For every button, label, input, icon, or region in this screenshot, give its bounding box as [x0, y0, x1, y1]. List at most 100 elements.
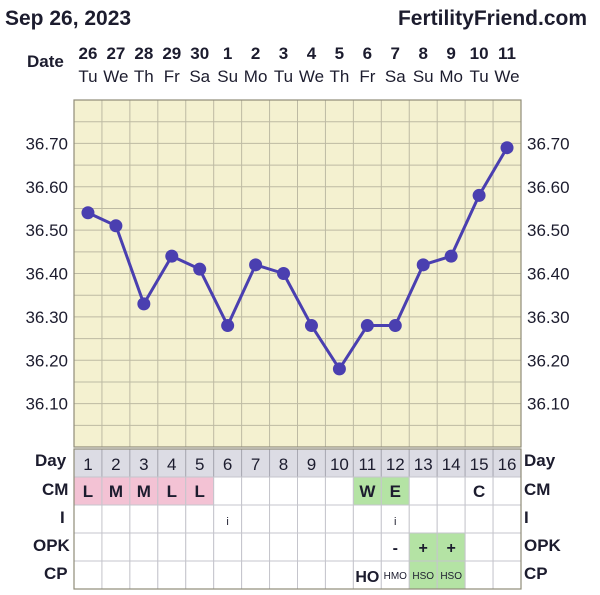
table-border: [73, 448, 522, 590]
cp-cell: [436, 560, 466, 590]
cp-cell: [297, 560, 326, 590]
cp-row-label-left: CP: [44, 564, 68, 583]
intercourse-cell: [129, 504, 159, 534]
temperature-point: [332, 362, 346, 376]
date-label: 6: [363, 44, 372, 63]
opk-cell: [324, 532, 354, 562]
temperature-point: [277, 267, 291, 280]
cycle-day-label: 12: [386, 455, 405, 474]
weekday-label: Sa: [189, 67, 210, 86]
cycle-day-label: 6: [223, 455, 232, 474]
temperature-point: [388, 319, 402, 333]
temperature-point: [304, 319, 318, 333]
cm-cell: [213, 476, 243, 506]
intercourse-cell: [324, 504, 354, 534]
cycle-day-label: 8: [279, 455, 288, 474]
opk-cell: [213, 532, 243, 562]
weekday-label: Sa: [385, 67, 406, 86]
cycle-day-label: 2: [111, 455, 120, 474]
intercourse-cell: [408, 504, 438, 534]
weekday-label: Fr: [164, 67, 180, 86]
date-label: 1: [223, 44, 232, 63]
cm-cell: [101, 476, 131, 506]
fertility-table: 1 2 3 4 5 6 7 8 9 10 11 12 13 14 15 16L M M L L W E Ci i- + +HO HM…: [73, 448, 522, 590]
cm-cell: [157, 476, 187, 506]
temperature-point: [221, 319, 235, 333]
cm-cell: [241, 476, 271, 506]
intercourse-value: i: [226, 516, 228, 528]
date-label: 11: [498, 44, 516, 63]
y-tick-label-right: 36.50: [527, 221, 570, 240]
intercourse-cell: [185, 504, 215, 534]
date-label: 7: [391, 44, 400, 63]
weekday-label: Th: [329, 67, 349, 86]
cp-value: HSO: [412, 571, 434, 582]
cp-cell: [464, 560, 494, 590]
cp-cell: [185, 560, 215, 590]
opk-cell: [73, 532, 103, 562]
i-row-label-right: I: [524, 508, 529, 527]
date-label: 10: [470, 44, 489, 63]
weekday-label: Th: [134, 67, 154, 86]
cm-value: L: [167, 482, 177, 501]
temperature-point: [444, 249, 458, 263]
site-name[interactable]: FertilityFriend.com: [398, 7, 587, 30]
cm-value: M: [109, 482, 123, 501]
date-labels: 26Tu27We28Th29Fr30Sa1Su2Mo3Tu4We5Th6Fr7S…: [78, 44, 519, 86]
cp-cell: [352, 560, 382, 590]
weekday-label: Tu: [469, 67, 488, 86]
cp-value: HMO: [384, 571, 408, 582]
opk-cell: [408, 532, 438, 562]
cm-row-label-left: CM: [42, 480, 68, 499]
opk-cell: [157, 532, 187, 562]
cp-cell: [269, 560, 298, 590]
weekday-label: Tu: [274, 67, 293, 86]
cp-cell: [241, 560, 271, 590]
opk-cell: [129, 532, 159, 562]
i-row-label-left: I: [60, 508, 65, 527]
day-cell: [157, 448, 187, 478]
temperature-points: [81, 141, 514, 376]
cycle-day-label: 7: [251, 455, 260, 474]
temperature-point: [81, 206, 95, 220]
intercourse-cell: [464, 504, 494, 534]
opk-cell: [352, 532, 382, 562]
cp-cell: [157, 560, 187, 590]
y-tick-label-left: 36.30: [25, 308, 68, 327]
opk-cell: [492, 532, 522, 562]
opk-value: +: [419, 540, 428, 557]
y-tick-label-left: 36.40: [25, 265, 68, 284]
cm-cell: [324, 476, 354, 506]
y-tick-label-right: 36.60: [527, 178, 570, 197]
cp-cell: [324, 560, 354, 590]
cm-cell: [408, 476, 438, 506]
weekday-label: Tu: [78, 67, 97, 86]
cm-value: M: [137, 482, 151, 501]
temperature-line: [87, 146, 509, 371]
intercourse-cell: [73, 504, 103, 534]
y-tick-label-left: 36.10: [25, 395, 68, 414]
cm-cell: [269, 476, 298, 506]
cp-cell: [129, 560, 159, 590]
cycle-day-label: 3: [139, 455, 148, 474]
cycle-day-label: 11: [359, 455, 377, 474]
date-label: 30: [190, 44, 209, 63]
cycle-day-label: 1: [83, 455, 92, 474]
y-tick-label-left: 36.50: [25, 221, 68, 240]
temperature-point: [500, 141, 514, 155]
opk-row-label-right: OPK: [524, 536, 562, 555]
y-tick-label-right: 36.30: [527, 308, 570, 327]
date-label: 26: [79, 44, 98, 63]
cm-cell: [297, 476, 326, 506]
cm-cell: [492, 476, 522, 506]
intercourse-value: i: [394, 516, 396, 528]
grid-lines: [73, 99, 522, 448]
cm-row-label-right: CM: [524, 480, 550, 499]
cp-cell: [492, 560, 522, 590]
intercourse-cell: [297, 504, 326, 534]
intercourse-cell: [492, 504, 522, 534]
temperature-point: [137, 297, 151, 311]
cp-row-label-right: CP: [524, 564, 548, 583]
cp-value: HSO: [440, 571, 462, 582]
date-label: 3: [279, 44, 288, 63]
